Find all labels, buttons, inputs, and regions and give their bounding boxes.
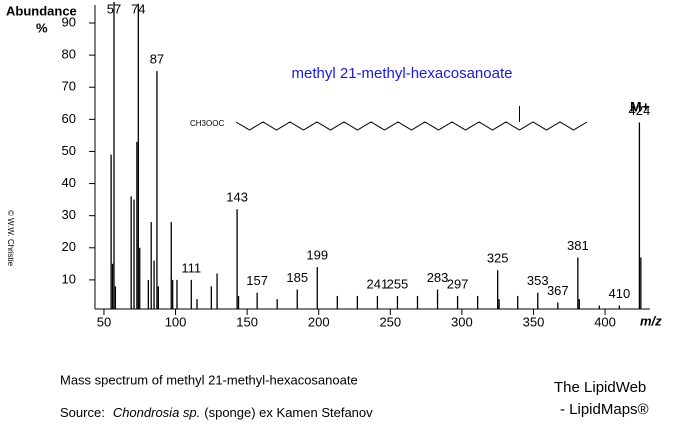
x-tick-label: 250 [379,314,401,329]
copyright: © W.W. Christie [6,210,15,267]
y-tick-label: 20 [62,239,76,254]
brand: - LipidMaps® [560,401,649,418]
peak-label: 185 [286,270,308,285]
x-tick-label: 300 [451,314,473,329]
molecular-ion-label: M+ [630,99,650,115]
peak-label: 297 [447,276,469,291]
peak-label: 74 [131,1,145,16]
peak-label: 283 [427,270,449,285]
peak-label: 255 [387,276,409,291]
peak-label: 157 [246,273,268,288]
y-axis-label: Abundance [6,3,77,18]
source: Source: Chondrosia sp. (sponge) ex Kamen S… [60,405,373,420]
x-tick-label: 400 [594,314,616,329]
y-tick-label: 70 [62,79,76,94]
source-suffix: (sponge) ex Kamen Stefanov [204,405,373,420]
source-organism: Chondrosia sp. [113,405,200,420]
y-tick-label: 90 [62,14,76,29]
peak-label: 143 [226,190,248,205]
peak-label: 367 [547,283,569,298]
peak-label: 199 [306,247,328,262]
y-tick-label: 50 [62,143,76,158]
structure [235,121,588,131]
x-tick-label: 150 [236,314,258,329]
y-axis-unit: % [36,20,48,35]
peak-label: 111 [181,260,201,275]
x-tick-label: 200 [308,314,330,329]
brand: The LipidWeb [554,379,646,396]
peak-label: 424 [629,103,651,118]
peak-label: 241 [367,276,389,291]
x-axis-label: m/z [640,313,662,328]
x-tick-label: 50 [97,314,111,329]
peak-label: 325 [487,251,509,266]
y-tick-label: 60 [62,111,76,126]
y-tick-label: 30 [62,207,76,222]
chart-title: methyl 21-methyl-hexacosanoate [292,65,513,82]
peak-label: 381 [567,238,589,253]
peak-label: 57 [107,1,121,16]
x-tick-label: 100 [165,314,187,329]
peak-label: 353 [527,273,549,288]
peak-label: 410 [609,286,631,301]
y-tick-label: 40 [62,175,76,190]
caption: Mass spectrum of methyl 21-methyl-hexaco… [60,372,358,387]
structure-label: CH3OOC [190,119,224,128]
x-tick-label: 350 [523,314,545,329]
y-tick-label: 10 [62,271,76,286]
y-tick-label: 80 [62,47,76,62]
source-prefix: Source: [60,405,105,420]
peak-label: 87 [150,52,164,67]
